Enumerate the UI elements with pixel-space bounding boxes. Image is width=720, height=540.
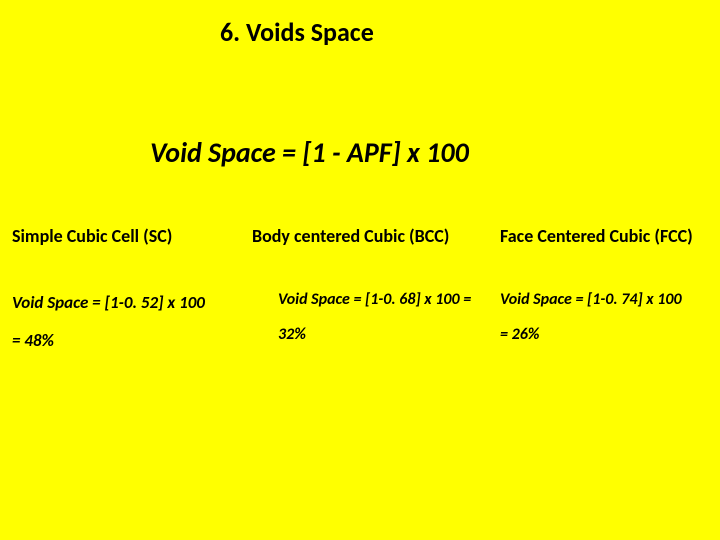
column-header-fcc: Face Centered Cubic (FCC) bbox=[500, 225, 693, 247]
sc-result: = 48% bbox=[12, 330, 54, 351]
fcc-calculation: Void Space = [1-0. 74] x 100 bbox=[500, 290, 682, 309]
fcc-result: = 26% bbox=[500, 325, 539, 344]
column-header-bcc: Body centered Cubic (BCC) bbox=[252, 225, 449, 247]
bcc-result: 32% bbox=[278, 325, 306, 344]
void-space-formula: Void Space = [1 - APF] x 100 bbox=[150, 135, 469, 170]
slide-title: 6. Voids Space bbox=[220, 16, 374, 48]
bcc-calculation: Void Space = [1-0. 68] x 100 = bbox=[278, 290, 471, 309]
column-header-sc: Simple Cubic Cell (SC) bbox=[12, 225, 172, 247]
sc-calculation: Void Space = [1-0. 52] x 100 bbox=[12, 292, 205, 313]
